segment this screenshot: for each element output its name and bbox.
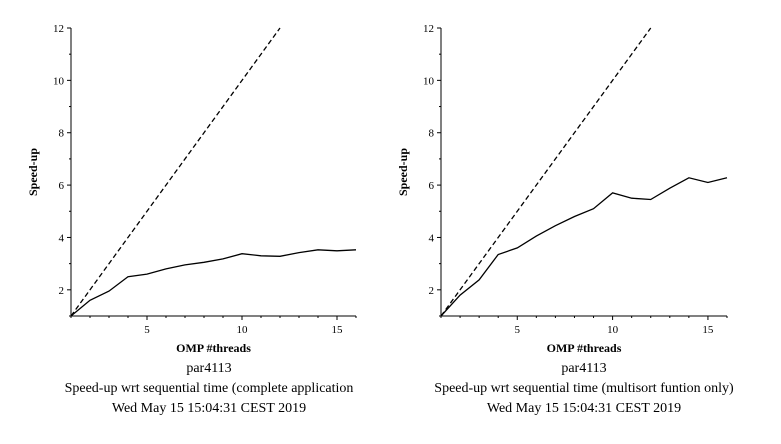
caption-line-1: par4113	[561, 361, 606, 376]
y-tick-label: 4	[429, 232, 435, 244]
y-tick-label: 10	[53, 75, 65, 87]
x-axis-title: OMP #threads	[176, 341, 251, 355]
speedup-series-line	[440, 177, 728, 317]
x-tick-label: 10	[237, 324, 249, 336]
caption-line-2: Speed-up wrt sequential time (multisort …	[434, 381, 734, 396]
x-tick-label: 10	[607, 324, 619, 336]
y-tick-label: 4	[59, 232, 65, 244]
caption-line-3: Wed May 15 15:04:31 CEST 2019	[487, 401, 681, 416]
y-axis-title: Speed-up	[396, 148, 410, 196]
x-tick-label: 5	[515, 324, 521, 336]
ideal-speedup-line	[440, 27, 652, 317]
ideal-speedup-line	[70, 27, 281, 317]
chart-1: 2 4 6 8 10 12 5 10 15 OMP #threads Speed-up par4113…	[26, 23, 357, 416]
x-tick-label: 15	[702, 324, 714, 336]
y-tick-label: 6	[429, 180, 435, 192]
caption-line-3: Wed May 15 15:04:31 CEST 2019	[112, 401, 306, 416]
y-tick-label: 10	[423, 75, 435, 87]
y-tick-label: 6	[59, 180, 65, 192]
y-tick-label: 12	[423, 23, 434, 35]
x-axis-title: OMP #threads	[547, 341, 622, 355]
y-tick-label: 2	[59, 285, 65, 297]
x-tick-label: 5	[144, 324, 150, 336]
caption-line-2: Speed-up wrt sequential time (complete a…	[65, 381, 354, 396]
y-tick-label: 8	[59, 128, 65, 140]
y-axis-title: Speed-up	[26, 148, 40, 196]
caption-line-1: par4113	[186, 361, 231, 376]
speedup-series-line	[70, 249, 357, 317]
y-tick-label: 2	[429, 285, 435, 297]
x-tick-label: 15	[332, 324, 344, 336]
chart-2: 2 4 6 8 10 12 5 10 15 OMP #threads Speed-up par4113…	[396, 23, 734, 416]
y-tick-label: 12	[53, 23, 64, 35]
y-tick-label: 8	[429, 128, 435, 140]
